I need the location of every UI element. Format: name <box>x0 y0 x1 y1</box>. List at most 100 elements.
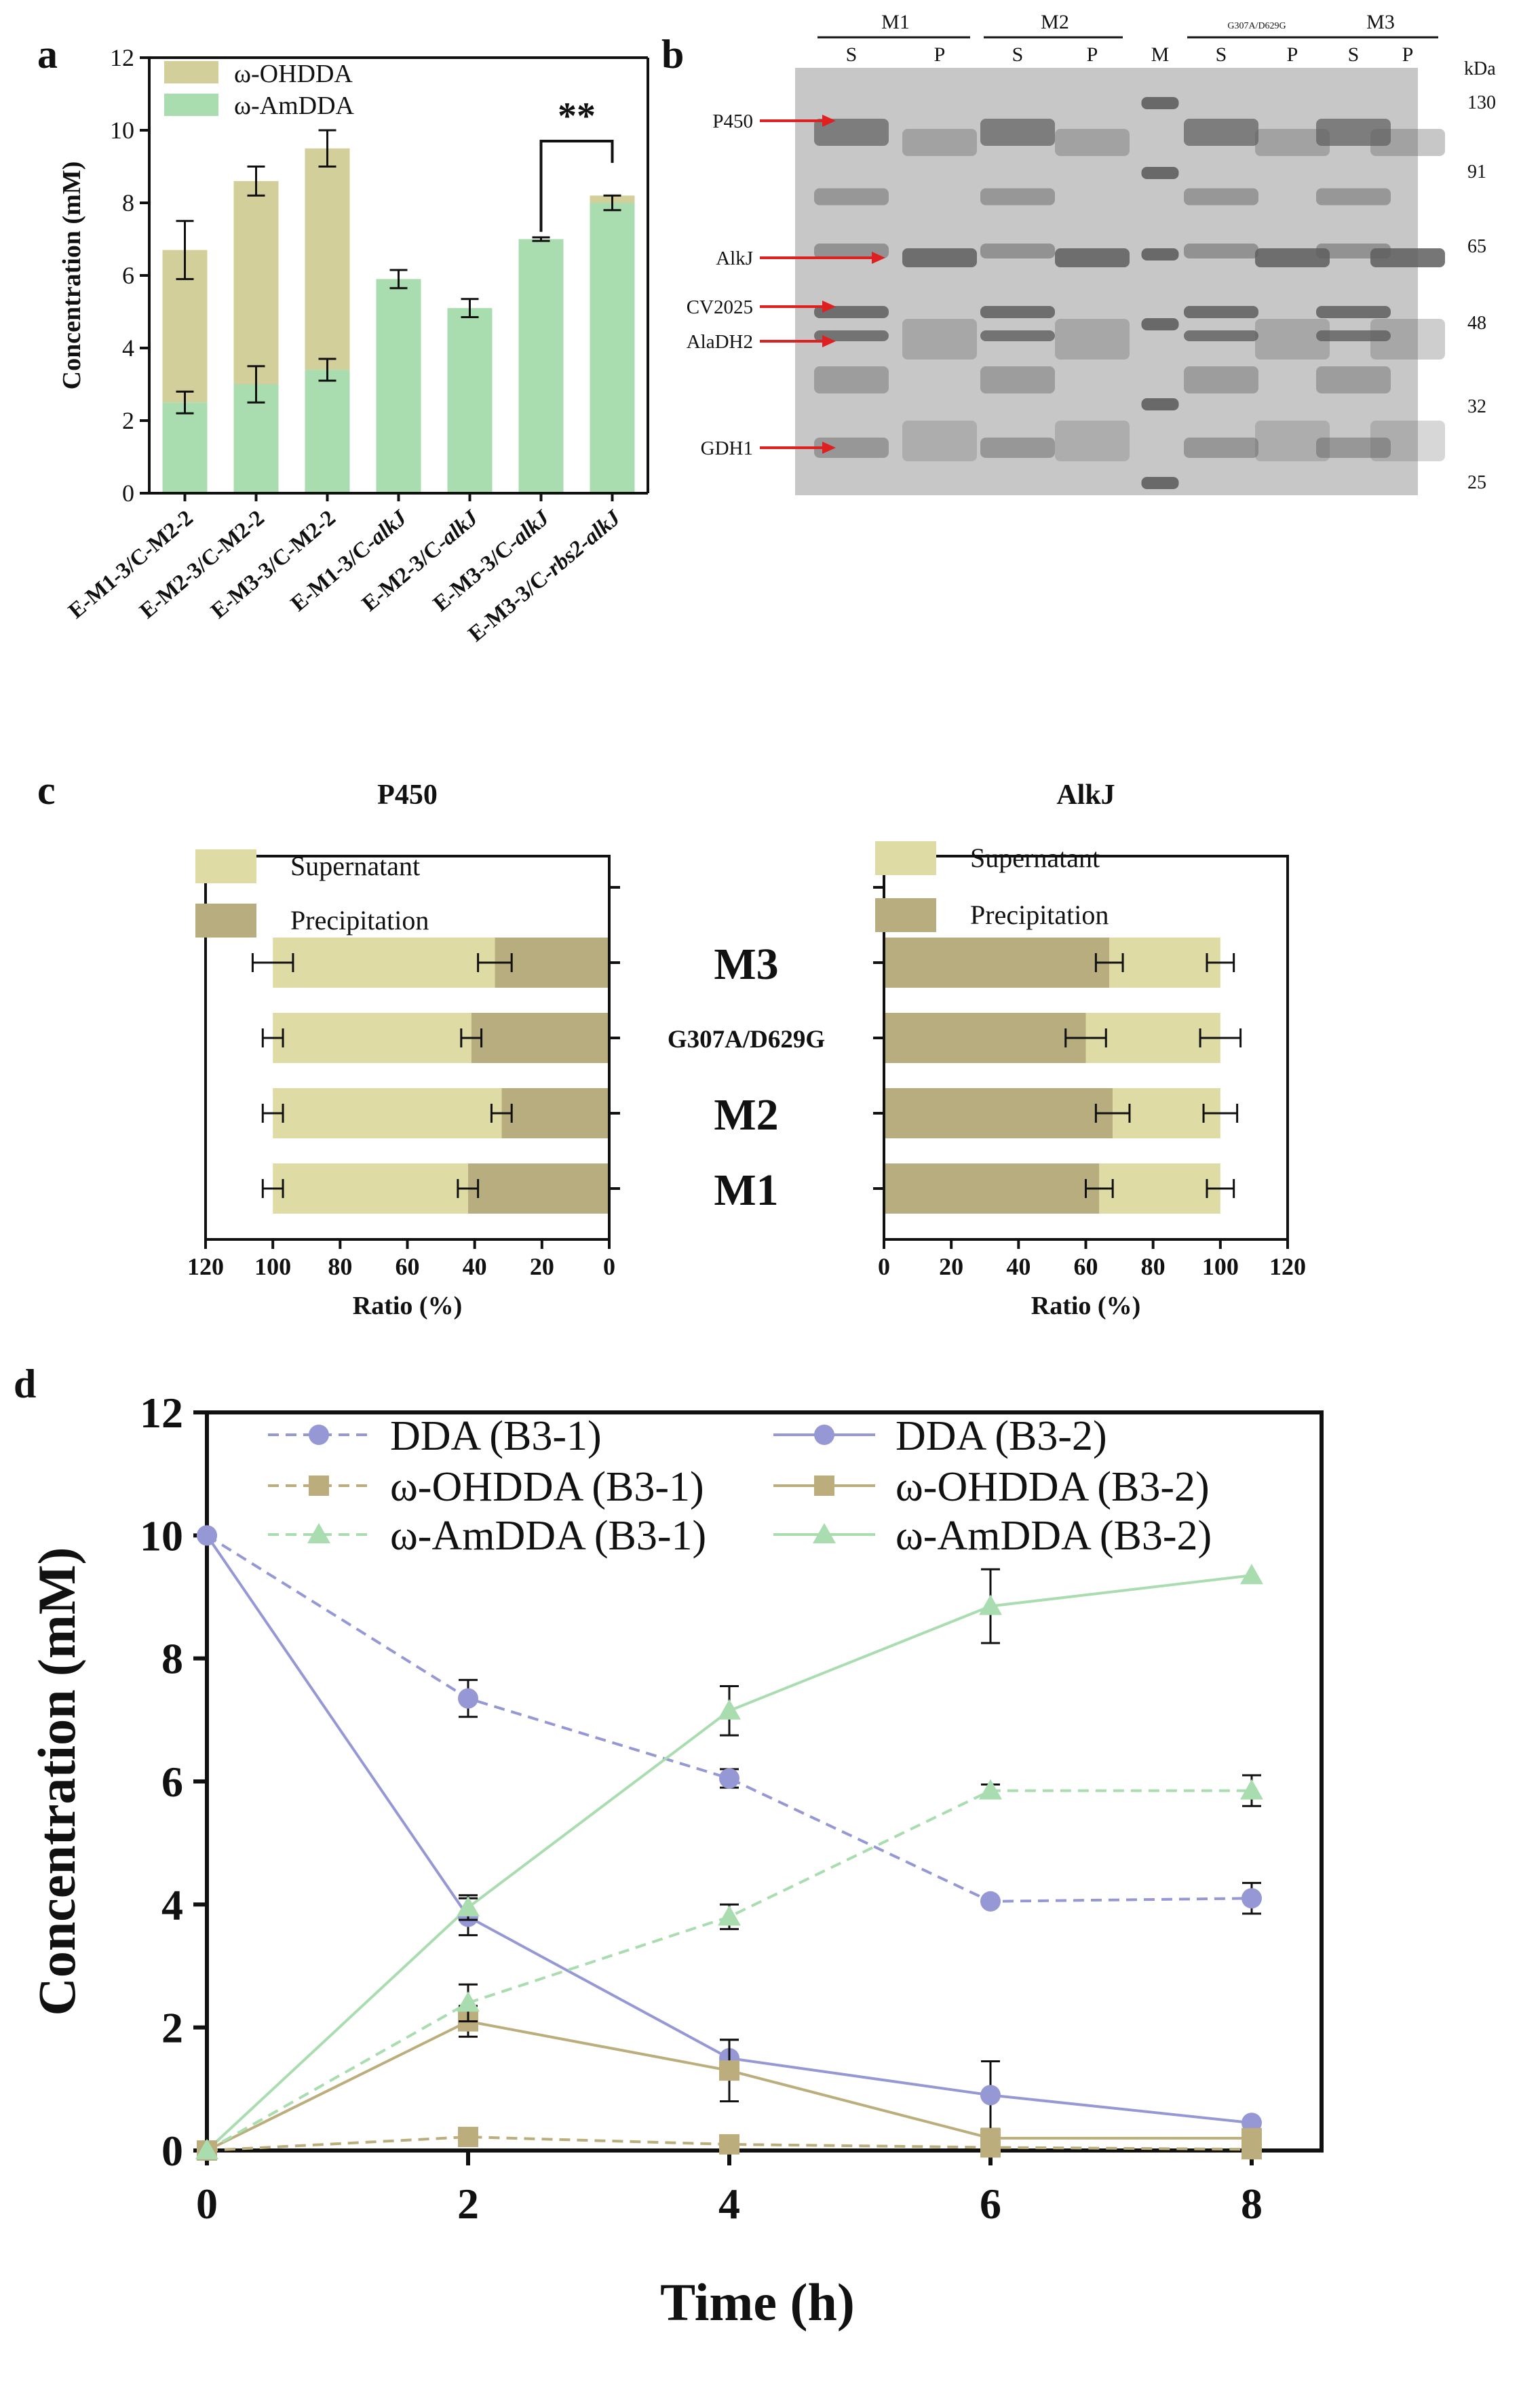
legend-marker-2 <box>309 1475 329 1496</box>
x-tick-label-0: 0 <box>196 2180 218 2228</box>
gel-band-lane0-0 <box>814 119 889 146</box>
category-label-1: M2 <box>714 1090 778 1140</box>
y-tick-label-2: 2 <box>161 2004 183 2052</box>
data-point-s3-3 <box>980 2127 1001 2148</box>
bar-supernatant-1 <box>1113 1088 1220 1138</box>
bar-precipitation-3 <box>884 938 1110 988</box>
gel-protein-label-4: GDH1 <box>701 438 753 459</box>
legend-marker-3 <box>814 1475 834 1496</box>
gel-band-lane2-2 <box>980 244 1055 258</box>
gel-band-lane7-5 <box>1316 366 1391 393</box>
legend-label-precipitation: Precipitation <box>290 905 429 935</box>
gel-background <box>795 68 1418 495</box>
significance-annotation: ** <box>558 95 596 137</box>
gel-group-label-1: M2 <box>1041 11 1069 33</box>
gel-lane-label-5: S <box>1216 43 1227 66</box>
data-point-s5-2 <box>718 1699 741 1720</box>
legend-label-3: ω-OHDDA (B3-2) <box>896 1464 1210 1510</box>
x-tick-label-part: E-M1-3/C-M2-2 <box>64 506 197 624</box>
gel-lane-label-1: P <box>934 43 946 66</box>
legend-label-ohdda: ω-OHDDA <box>234 60 353 88</box>
x-tick-label-part: rbs2-alkJ <box>543 505 626 581</box>
significance-bracket <box>539 140 614 232</box>
gel-band-lane7-6 <box>1316 438 1391 458</box>
series-line-0 <box>206 1534 1252 1903</box>
gel-arrow-head-1 <box>872 252 885 264</box>
gel-band-lane5-1 <box>1184 188 1258 206</box>
gel-band-lane7-0 <box>1316 119 1391 146</box>
category-label-2: G307A/D629G <box>668 1026 825 1054</box>
x-tick-label-part: E-M3-3/C-M2-2 <box>206 506 340 624</box>
x-tick-label-120: 120 <box>187 1253 224 1280</box>
x-tick-label-1: E-M2-3/C-M2-2 <box>135 506 269 624</box>
x-tick-label-120: 120 <box>1269 1253 1306 1280</box>
gel-band-lane2-5 <box>980 366 1055 393</box>
gel-band-lane5-2 <box>1184 244 1258 258</box>
gel-lane-label-8: P <box>1402 43 1414 66</box>
gel-band-lane4-3 <box>1141 318 1179 330</box>
panel-c-p450-ratio-chart: 120 100 80 60 40 20 0 Ratio (%) P450 Supernatant P… <box>187 779 620 1320</box>
bar-precipitation-2 <box>471 1013 609 1063</box>
y-tick-label-4: 4 <box>161 1880 183 1929</box>
x-tick-label-6: 6 <box>980 2180 1001 2228</box>
gel-lane-label-7: S <box>1348 43 1360 66</box>
gel-group-label-0: M1 <box>881 11 910 33</box>
bar-ohdda-2 <box>305 148 350 370</box>
bar-precipitation-0 <box>884 1163 1100 1214</box>
y-tick-label-0: 0 <box>122 480 134 507</box>
legend-swatch-precipitation <box>875 898 936 932</box>
gel-band-lane0-6 <box>814 438 889 458</box>
x-tick-label-80: 80 <box>1141 1253 1166 1280</box>
gel-band-lane0-5 <box>814 366 889 393</box>
panel-letter-a: a <box>37 32 58 77</box>
x-tick-label-100: 100 <box>1202 1253 1239 1280</box>
panel-letter-d: d <box>14 1362 36 1406</box>
legend-label-2: ω-OHDDA (B3-1) <box>390 1464 704 1510</box>
gel-group-label-2: G307A/D629G <box>1227 21 1286 31</box>
gel-band-lane4-5 <box>1141 477 1179 489</box>
gel-band-lane6-3 <box>1255 421 1330 461</box>
data-point-s3-2 <box>719 2060 739 2081</box>
x-tick-label-2: E-M3-3/C-M2-2 <box>206 506 340 624</box>
data-point-s4-3 <box>979 1779 1002 1800</box>
gel-band-lane3-0 <box>1055 248 1130 267</box>
bar-supernatant-3 <box>1109 938 1220 988</box>
bar-precipitation-2 <box>884 1013 1086 1063</box>
gel-band-lane4-1 <box>1141 167 1179 179</box>
x-tick-label-60: 60 <box>396 1253 420 1280</box>
y-tick-label-8: 8 <box>122 189 134 216</box>
gel-protein-label-2: CV2025 <box>687 296 753 318</box>
legend-label-5: ω-AmDDA (B3-2) <box>896 1513 1212 1559</box>
data-point-s0-3 <box>980 1891 1001 1912</box>
legend-label-supernatant: Supernatant <box>290 851 420 881</box>
y-tick-label-10: 10 <box>140 1511 183 1560</box>
panel-d-time-course-chart: 0 2 4 6 8 10 12 0 2 4 6 8 Time (h) Concentration (mM)… <box>27 1389 1324 2332</box>
x-tick-label-60: 60 <box>1074 1253 1098 1280</box>
gel-band-lane0-3 <box>814 306 889 318</box>
gel-marker-label-2: 65 <box>1467 236 1486 257</box>
y-tick-label-6: 6 <box>161 1758 183 1806</box>
gel-marker-label-4: 32 <box>1467 396 1486 417</box>
legend-marker-4 <box>307 1523 330 1543</box>
gel-band-lane7-3 <box>1316 306 1391 318</box>
gel-band-lane2-1 <box>980 188 1055 206</box>
gel-band-lane4-4 <box>1141 398 1179 410</box>
gel-group-label-3: M3 <box>1366 11 1395 33</box>
data-point-s4-1 <box>457 1991 480 2012</box>
gel-band-lane7-4 <box>1316 330 1391 341</box>
gel-band-lane1-3 <box>902 421 977 461</box>
data-point-s3-4 <box>1241 2127 1262 2148</box>
y-axis-label: Concentration (mM) <box>58 161 86 390</box>
x-tick-label-8: 8 <box>1241 2180 1263 2228</box>
gel-band-lane0-1 <box>814 188 889 206</box>
x-tick-label-80: 80 <box>328 1253 352 1280</box>
gel-marker-label-1: 91 <box>1467 161 1486 182</box>
legend-swatch-supernatant <box>875 841 936 875</box>
gel-protein-label-0: P450 <box>712 111 753 132</box>
bar-ohdda-1 <box>233 180 279 385</box>
gel-marker-label-3: 48 <box>1467 313 1486 334</box>
gel-lane-label-3: P <box>1087 43 1098 66</box>
legend-label-0: DDA (B3-1) <box>390 1413 602 1459</box>
